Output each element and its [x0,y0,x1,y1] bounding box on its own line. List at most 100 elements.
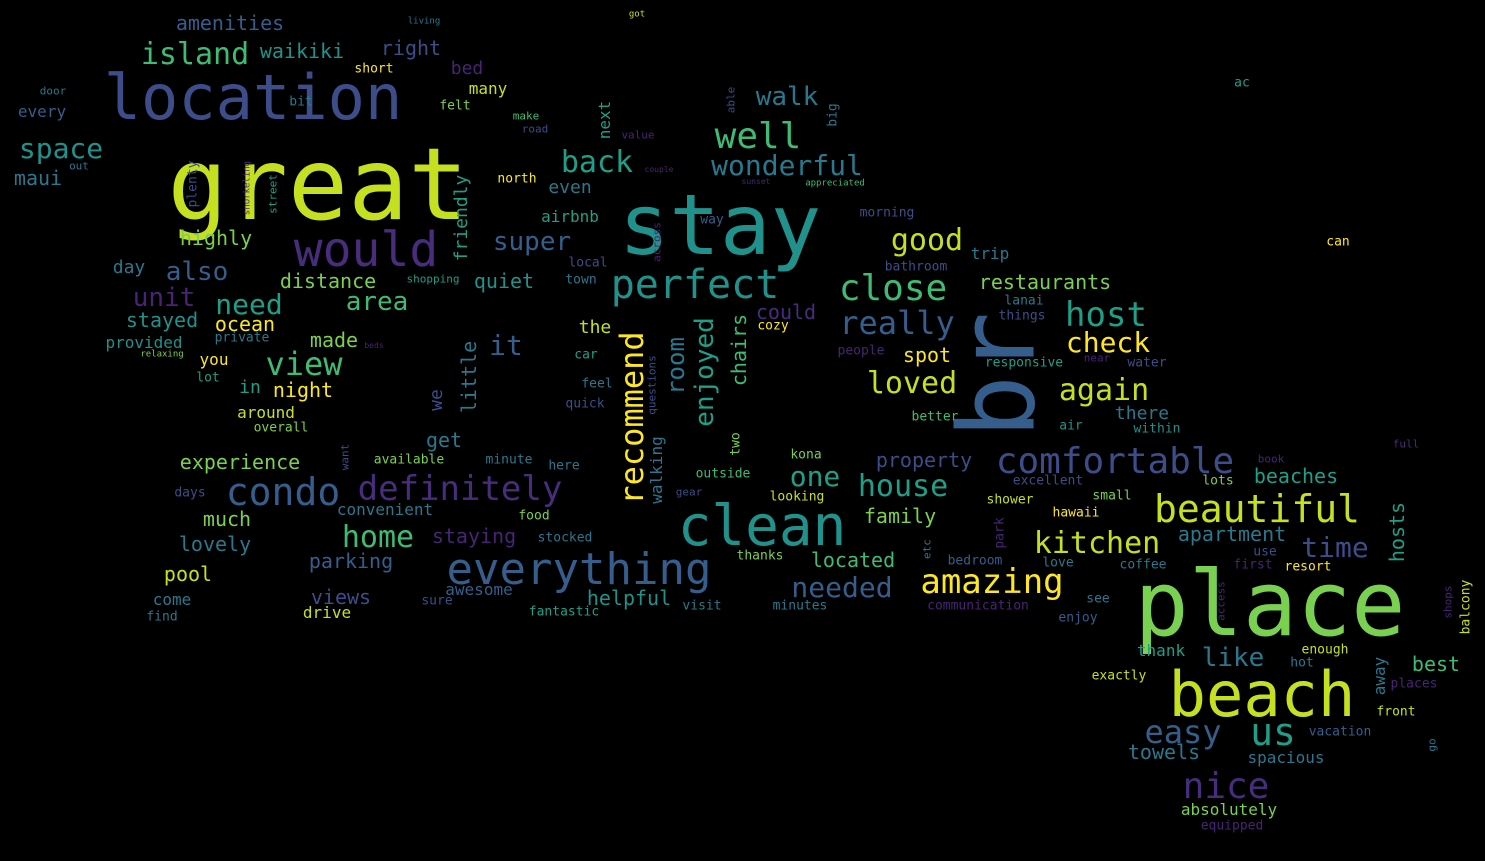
cloud-word: thanks [736,548,784,564]
cloud-word: things [998,308,1046,324]
cloud-word: ocean [214,312,276,336]
cloud-word: space [18,132,104,165]
cloud-word: perfect [610,262,780,308]
cloud-word: feel [581,376,613,392]
cloud-word: like [1201,643,1265,673]
cloud-word: stay [618,176,822,274]
cloud-word: can [1326,234,1350,250]
cloud-word: next [595,100,614,140]
cloud-word: chairs [727,313,751,387]
cloud-word: house [857,469,949,504]
cloud-word: cozy [757,318,789,334]
cloud-word: experience [179,450,301,474]
cloud-word: lots [1202,473,1234,489]
cloud-word: hot [1290,655,1314,671]
cloud-word: bed [450,58,484,79]
cloud-word: road [521,122,549,136]
cloud-word: little [457,340,481,414]
cloud-word: sure [421,593,453,609]
cloud-word: needed [791,571,893,604]
cloud-word: appreciated [805,178,865,189]
cloud-word: walk [755,82,819,112]
cloud-word: airbnb [541,207,599,226]
cloud-word: enough [1301,642,1349,658]
cloud-word: town [565,272,597,288]
cloud-word: awesome [445,580,513,599]
cloud-word: use [1253,544,1277,560]
cloud-word: time [1301,531,1369,564]
cloud-word: you [199,350,229,369]
cloud-word: north [497,171,537,187]
cloud-word: outside [695,466,751,482]
cloud-word: lovely [178,532,252,556]
cloud-word: host [1065,295,1147,335]
cloud-word: convenient [336,500,434,519]
cloud-word: vacation [1308,724,1372,740]
cloud-word: days [174,485,206,501]
cloud-word: lanai [1004,293,1044,309]
cloud-word: well [714,116,802,157]
cloud-word: here [548,458,580,474]
cloud-word: view [265,345,343,383]
cloud-word: views [310,585,372,609]
cloud-word: distance [279,269,377,293]
cloud-word: property [875,448,973,472]
cloud-word: value [621,128,655,142]
cloud-word: morning [859,205,915,221]
cloud-word: night [272,378,334,402]
cloud-word: staying [431,524,517,548]
cloud-word: us [1250,710,1296,754]
cloud-word: people [837,343,885,359]
cloud-word: places [1390,676,1438,692]
cloud-word: around [237,403,295,422]
cloud-word: front [1376,704,1416,720]
cloud-word: exactly [1091,668,1147,684]
cloud-word: the [578,317,612,338]
cloud-word: kona [790,447,822,463]
cloud-word: best [1411,652,1461,676]
cloud-word: family [863,504,937,528]
cloud-word: bedroom [947,553,1003,569]
cloud-word: minute [485,452,533,468]
cloud-word: super [492,227,572,257]
cloud-word: excellent [1012,473,1084,489]
cloud-word: responsive [984,355,1064,371]
cloud-word: two [728,432,744,456]
cloud-word: highly [179,226,253,250]
cloud-word: beds [364,341,384,350]
cloud-word: clean [677,494,847,559]
cloud-word: area [345,287,409,317]
cloud-word: parking [308,549,394,573]
cloud-word: definitely [357,469,563,509]
cloud-word: water [1127,355,1167,371]
cloud-word: fantastic [528,604,600,620]
cloud-word: maui [13,166,63,190]
cloud-word: got [628,9,646,20]
cloud-word: it [489,329,523,362]
cloud-word: bit [289,94,313,110]
cloud-word: couple [644,165,674,174]
cloud-word: quiet [473,269,535,293]
cloud-word: there [1114,403,1170,424]
cloud-word: absolutely [1180,800,1278,819]
cloud-word: towels [1127,740,1201,764]
cloud-word: etc [920,539,934,559]
cloud-word: beautiful [1154,487,1360,531]
cloud-word: made [309,328,359,352]
cloud-word: lot [196,370,220,386]
cloud-word: one [789,460,841,493]
cloud-word: great [167,126,469,243]
cloud-word: communication [927,598,1029,614]
cloud-word: walking [647,436,666,504]
cloud-word: loved [866,366,958,401]
cloud-word: street [266,174,280,214]
cloud-word: day [112,257,146,278]
cloud-word: overall [253,420,309,436]
cloud-word: resort [1284,559,1332,575]
cloud-word: need [215,288,283,321]
cloud-word: every [17,102,67,121]
cloud-word: home [341,520,415,555]
cloud-word: equipped [1200,818,1264,834]
cloud-word: beach [1168,658,1356,731]
